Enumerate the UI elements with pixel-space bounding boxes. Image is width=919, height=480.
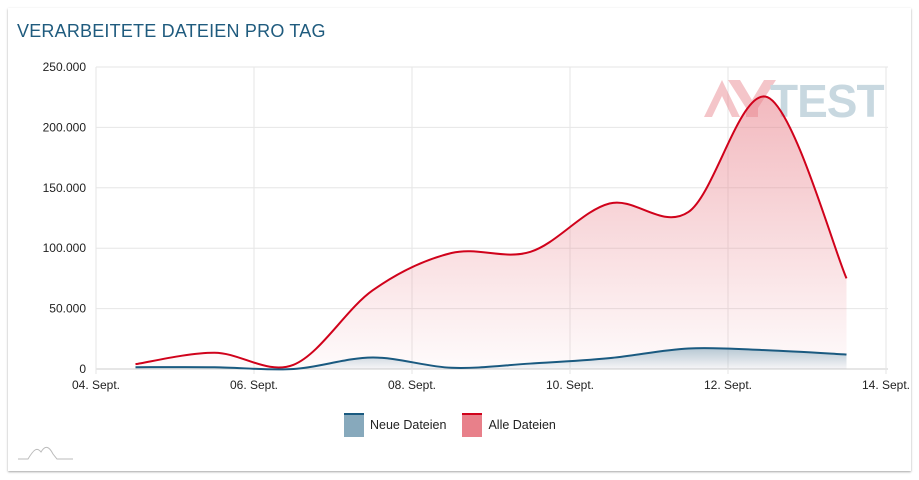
avtest-logo: TEST (704, 75, 885, 127)
y-tick-label: 100.000 (43, 241, 87, 255)
x-tick-label: 14. Sept. (862, 378, 910, 392)
x-tick-label: 12. Sept. (704, 378, 752, 392)
x-tick-label: 04. Sept. (72, 378, 120, 392)
x-tick-label: 10. Sept. (546, 378, 594, 392)
y-tick-label: 150.000 (43, 181, 87, 195)
y-tick-label: 0 (79, 362, 86, 376)
area-alle-dateien (135, 96, 847, 370)
svg-text:TEST: TEST (770, 75, 884, 127)
legend-label: Alle Dateien (488, 418, 556, 432)
legend-item-alle-dateien[interactable]: Alle Dateien (462, 413, 556, 437)
y-tick-label: 200.000 (43, 120, 87, 134)
chart-title: VERARBEITETE DATEIEN PRO TAG (17, 21, 326, 41)
legend-swatch (462, 413, 483, 437)
y-tick-label: 250.000 (43, 60, 87, 74)
legend-label: Neue Dateien (370, 418, 447, 432)
legend-item-neue-dateien[interactable]: Neue Dateien (344, 413, 446, 437)
y-tick-label: 50.000 (49, 302, 86, 316)
x-tick-label: 08. Sept. (388, 378, 436, 392)
x-tick-label: 06. Sept. (230, 378, 278, 392)
legend-swatch (344, 413, 364, 437)
mini-chart-icon (18, 446, 73, 460)
area-neue-dateien (135, 348, 847, 370)
line-neue-dateien (135, 347, 847, 371)
legend: Neue Dateien Alle Dateien (344, 413, 556, 437)
